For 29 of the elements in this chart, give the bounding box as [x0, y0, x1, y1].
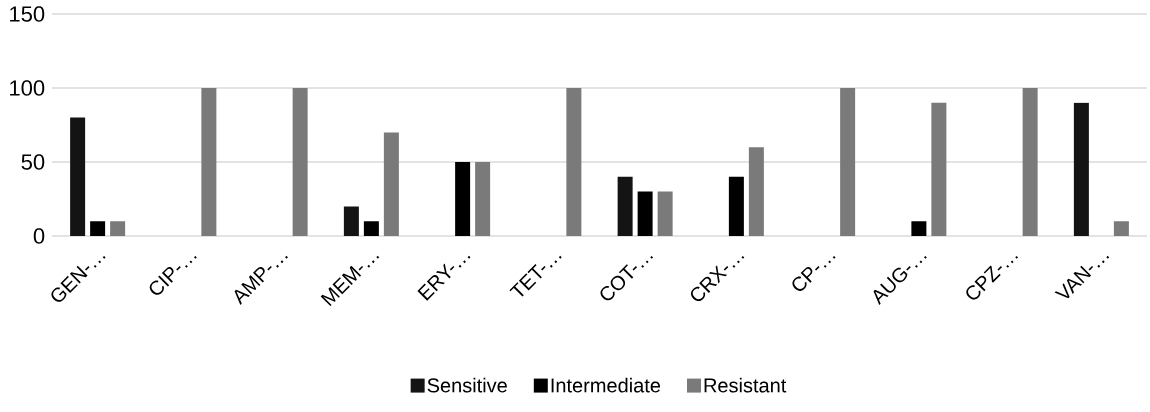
bar: [931, 102, 947, 236]
bar: [343, 206, 359, 236]
bar: [110, 221, 126, 236]
y-tick-label: 50: [21, 154, 45, 170]
bar: [566, 88, 582, 236]
bar: [201, 88, 217, 236]
bar: [911, 221, 927, 236]
bar: [383, 132, 399, 236]
y-tick-label: 0: [33, 228, 45, 244]
legend-label: Intermediate: [551, 377, 661, 393]
bar: [637, 191, 653, 236]
bar: [840, 88, 856, 236]
bar: [1073, 102, 1089, 236]
bar: [657, 191, 673, 236]
bar: [748, 147, 764, 236]
bar: [90, 221, 106, 236]
legend-label: Resistant: [704, 377, 787, 393]
bar: [475, 162, 491, 236]
bar: [363, 221, 379, 236]
bar: [1113, 221, 1129, 236]
legend-label: Sensitive: [427, 377, 507, 393]
bar: [292, 88, 308, 236]
bar: [617, 176, 633, 236]
y-tick-label: 100: [10, 80, 45, 96]
bar: [1022, 88, 1038, 236]
bar: [728, 176, 744, 236]
bar: [70, 117, 86, 236]
y-tick-label: 150: [10, 6, 45, 22]
bar: [455, 162, 471, 236]
